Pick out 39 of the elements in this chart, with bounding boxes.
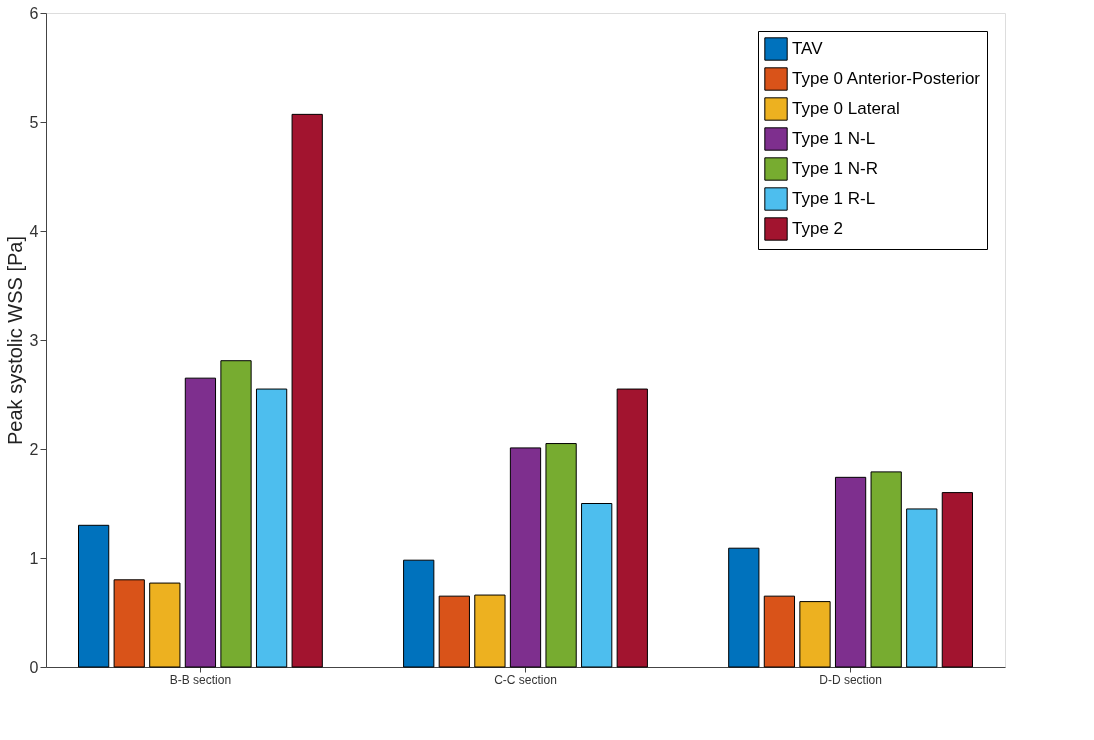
legend-label: Type 0 Lateral [792,99,900,118]
bar [728,547,760,668]
bar [149,582,181,668]
y-tick-label: 4 [29,222,39,240]
bar [870,471,902,668]
bar [906,508,938,668]
bar [255,388,288,668]
legend-label: Type 2 [792,219,844,238]
legend-label: Type 1 N-R [792,159,878,178]
y-tick-label: 3 [29,331,39,349]
legend-label: TAV [792,39,824,58]
bar [220,360,252,668]
bar [581,503,613,668]
bar [474,594,506,668]
x-tick-label: B-B section [169,672,232,687]
x-tick-label: C-C section [494,672,557,687]
bar [113,579,145,668]
bar [291,113,323,668]
bar [545,443,577,668]
bar [941,492,973,668]
y-tick-label: 1 [29,549,39,567]
bar [616,388,648,668]
y-tick-label: 2 [29,440,39,458]
x-tick-label: D-D section [819,672,882,687]
legend-label: Type 0 Anterior-Posterior [792,69,981,88]
bar [763,595,796,668]
bar [509,447,542,668]
bar [799,601,831,668]
bar [184,377,217,668]
y-axis-title: Peak systolic WSS [Pa] [3,236,26,445]
legend-label: Type 1 R-L [792,189,876,208]
bar [403,559,435,668]
y-tick-label: 5 [29,113,39,131]
y-tick-label: 6 [29,4,39,22]
legend-label: Type 1 N-L [792,129,876,148]
y-tick-label: 0 [29,658,39,676]
bar [834,476,867,668]
bar [438,595,470,668]
bar [78,524,110,668]
